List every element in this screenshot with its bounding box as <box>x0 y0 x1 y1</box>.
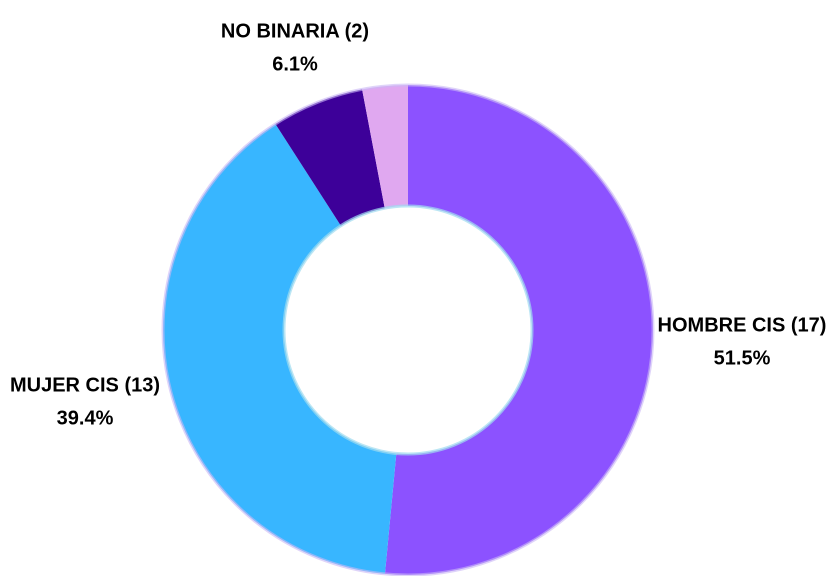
slice-label: HOMBRE CIS (17) <box>658 314 827 336</box>
slice-value-label: 51.5% <box>714 347 771 369</box>
slice-label: MUJER CIS (13) <box>10 374 160 396</box>
slice-value-label: 6.1% <box>272 53 318 75</box>
donut-slice <box>362 85 408 209</box>
donut-slice <box>384 84 654 575</box>
slice-value-label: 39.4% <box>57 407 114 429</box>
donut-slice <box>275 89 385 226</box>
inner-rim <box>282 204 534 456</box>
donut-slice <box>163 123 397 574</box>
outer-rim <box>161 83 655 576</box>
slice-label: NO BINARIA (2) <box>221 20 369 42</box>
